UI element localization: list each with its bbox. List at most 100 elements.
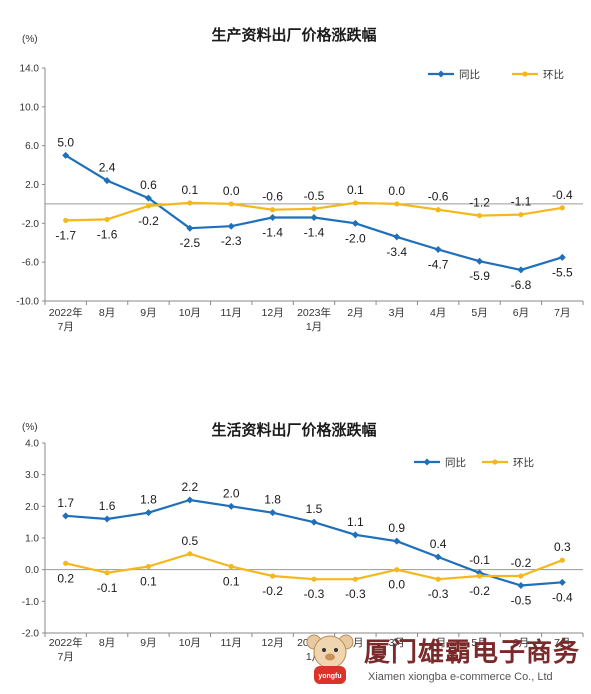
x-tick-label: 9月	[140, 637, 156, 649]
svg-text:yongfu: yongfu	[318, 673, 341, 680]
data-label: -0.5	[511, 594, 532, 608]
data-label: -1.7	[55, 228, 76, 242]
data-label: -0.5	[304, 189, 325, 203]
data-label: -0.3	[428, 587, 449, 601]
data-label: -5.9	[469, 269, 490, 283]
data-point	[434, 246, 442, 254]
data-point	[228, 201, 234, 207]
data-label: 0.6	[140, 178, 157, 192]
y-tick-label: 10.0	[20, 102, 40, 113]
data-point	[227, 222, 235, 230]
legend-item: 环比	[512, 68, 564, 81]
data-label: 0.1	[347, 183, 364, 197]
data-point	[145, 203, 152, 209]
data-point	[558, 253, 566, 261]
x-tick-label: 12月	[262, 637, 284, 649]
data-label: -0.2	[511, 556, 532, 570]
legend-item: 环比	[482, 456, 534, 469]
data-label: 0.4	[430, 537, 447, 551]
chart-title: 生产资料出厂价格涨跌幅	[211, 26, 376, 44]
data-point	[517, 582, 525, 589]
data-label: -1.4	[262, 226, 283, 240]
data-point	[394, 567, 400, 573]
x-tick-label: 8月	[99, 307, 115, 319]
data-label: -1.4	[304, 226, 325, 240]
legend-marker	[423, 458, 431, 466]
bear-mascot-icon: yongfu	[306, 634, 354, 684]
y-tick-label: 3.0	[25, 470, 39, 481]
series-yoy: 1.7 1.6 1.8 2.2 2.0 1.8 1.5 1.1 0.9 0.4 -0.1 -0.5 -0…	[57, 480, 573, 608]
data-point	[269, 214, 277, 222]
y-tick-label: 6.0	[25, 141, 39, 152]
data-label: -0.3	[304, 587, 325, 601]
data-label: 0.2	[57, 571, 74, 585]
data-label: -2.0	[345, 231, 366, 245]
y-tick-label: -6.0	[22, 258, 40, 269]
data-label: -2.5	[180, 236, 201, 250]
x-tick-label: 2022年	[49, 636, 83, 649]
data-point	[393, 233, 401, 241]
data-point	[476, 573, 483, 579]
x-tick-label: 7月	[554, 307, 570, 319]
data-point	[187, 551, 193, 557]
data-label: 0.9	[388, 521, 405, 535]
data-point	[145, 563, 152, 570]
data-label: -0.2	[262, 584, 283, 598]
data-point	[103, 177, 111, 185]
data-label: 0.1	[140, 575, 157, 589]
legend-item: 同比	[428, 68, 480, 81]
data-point	[352, 200, 358, 206]
data-label: 0.1	[182, 183, 199, 197]
data-point	[311, 576, 317, 582]
data-label: -5.5	[552, 265, 573, 279]
data-label: -4.7	[428, 258, 449, 272]
data-label: -1.6	[97, 227, 118, 241]
data-point	[270, 207, 276, 213]
x-tick-label: 8月	[99, 637, 115, 649]
x-tick-label: 4月	[430, 307, 446, 319]
legend-label: 同比	[459, 68, 480, 81]
data-point	[351, 219, 359, 227]
data-label: -0.4	[552, 188, 573, 202]
x-tick-label: 7月	[554, 637, 570, 649]
data-point	[63, 217, 69, 224]
data-label: 1.6	[99, 499, 116, 513]
data-label: 1.8	[140, 493, 157, 507]
data-point	[559, 205, 565, 211]
data-label: 1.5	[306, 502, 323, 516]
data-point	[351, 531, 359, 539]
watermark-brand-cn: 厦门雄霸电子商务	[364, 638, 581, 668]
series-mom: -1.7 -1.6 -0.2 0.1 0.0 -0.6 -0.5 0.1 0.0 -0.6 -1.2…	[55, 183, 573, 242]
chart-title: 生活资料出厂价格涨跌幅	[211, 421, 376, 439]
data-point	[434, 553, 442, 561]
y-tick-label: -10.0	[16, 297, 39, 308]
x-tick-label: 3月	[389, 637, 405, 649]
data-label: -2.3	[221, 234, 242, 248]
data-label: 2.2	[182, 480, 199, 494]
data-point	[310, 518, 318, 526]
data-label: -0.4	[552, 590, 573, 604]
data-point	[517, 266, 525, 274]
data-label: -3.4	[386, 245, 407, 259]
x-tick-label: 7月	[58, 321, 74, 333]
data-label: -0.2	[469, 584, 490, 598]
data-point	[62, 512, 70, 520]
data-label: 2.4	[99, 161, 116, 175]
y-tick-label: 1.0	[25, 534, 39, 545]
data-point	[559, 557, 565, 563]
data-point	[518, 573, 524, 579]
data-label: -1.1	[511, 195, 532, 209]
data-point	[352, 576, 358, 582]
x-tick-label: 6月	[513, 307, 529, 319]
data-label: -0.3	[345, 587, 366, 601]
y-unit-label: (%)	[22, 34, 38, 45]
x-tick-label: 6月	[513, 637, 529, 649]
legend-marker	[522, 71, 528, 77]
x-tick-label: 10月	[179, 637, 201, 649]
x-tick-label: 5月	[471, 307, 487, 319]
data-label: -0.1	[97, 581, 118, 595]
data-point	[228, 563, 234, 570]
series-line	[65, 154, 563, 271]
legend-marker	[492, 459, 498, 465]
